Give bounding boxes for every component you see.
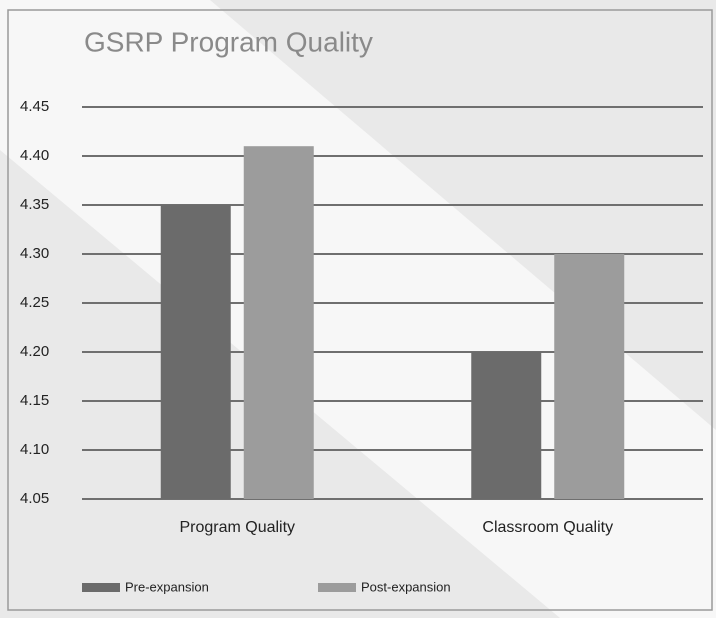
bar bbox=[243, 146, 314, 499]
y-tick-label: 4.15 bbox=[20, 392, 49, 409]
legend-label: Post-expansion bbox=[361, 579, 451, 594]
y-tick-label: 4.25 bbox=[20, 294, 49, 311]
y-tick-label: 4.05 bbox=[20, 490, 49, 507]
chart-title: GSRP Program Quality bbox=[84, 26, 373, 57]
y-tick-label: 4.20 bbox=[20, 343, 49, 360]
bar bbox=[160, 205, 231, 499]
legend-label: Pre-expansion bbox=[125, 579, 209, 594]
y-tick-label: 4.10 bbox=[20, 441, 49, 458]
x-tick-label: Program Quality bbox=[179, 519, 295, 536]
y-tick-label: 4.40 bbox=[20, 147, 49, 164]
y-tick-label: 4.30 bbox=[20, 245, 49, 262]
legend-swatch bbox=[318, 583, 356, 592]
x-tick-label: Classroom Quality bbox=[482, 519, 613, 536]
bar bbox=[471, 352, 542, 499]
y-tick-label: 4.45 bbox=[20, 98, 49, 115]
chart-border bbox=[7, 9, 713, 611]
legend-swatch bbox=[82, 583, 120, 592]
bar bbox=[554, 254, 625, 499]
y-tick-label: 4.35 bbox=[20, 196, 49, 213]
